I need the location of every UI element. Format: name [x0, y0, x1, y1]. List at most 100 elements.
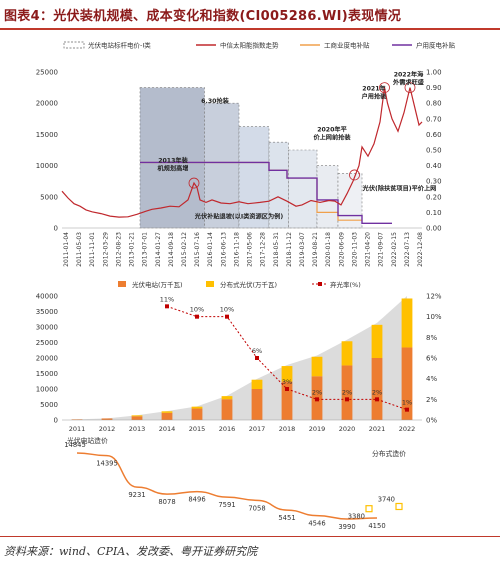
y-right-tick-label: 0.80: [426, 100, 442, 108]
x-tick-label: 2013-01-21: [129, 232, 136, 267]
distributed-cost-point: [365, 505, 373, 513]
utility-cost-label: 14395: [96, 460, 118, 468]
x-tick-label: 2015-02-12: [181, 232, 188, 267]
y-left-tick-label: 0: [54, 417, 58, 425]
x-tick-label: 2016-01-14: [207, 232, 214, 267]
y-right-tick-label: 0.40: [426, 162, 442, 170]
y-right-tick-label: 0.00: [426, 225, 442, 233]
yield-data-label: 6%: [252, 347, 262, 355]
x-category-label: 2021: [369, 425, 386, 433]
x-category-label: 2016: [219, 425, 236, 433]
index-series-line: [61, 87, 423, 218]
total-capacity-area: [77, 296, 407, 420]
highlight-circle: [379, 82, 390, 93]
y-right-tick-label: 0%: [426, 417, 437, 425]
benchmark-price-area: [316, 165, 339, 229]
distributed-bar: [221, 396, 233, 400]
legend-label: 中信太阳能指数走势: [220, 41, 279, 50]
utility-bar: [371, 358, 383, 420]
x-category-label: 2020: [339, 425, 356, 433]
yield-point: [375, 397, 379, 402]
yield-data-label: 11%: [160, 295, 174, 303]
utility-bar: [401, 347, 413, 420]
y-left-tick-label: 35000: [36, 308, 58, 316]
yield-data-label: 2%: [372, 388, 382, 396]
chart-annotation: 2021年: [362, 85, 386, 93]
yield-data-label: 3%: [282, 378, 292, 386]
chart-annotation: 2020年平: [317, 125, 347, 133]
utility-cost-label: 4150: [368, 522, 385, 530]
utility-cost-label: 9231: [128, 491, 145, 499]
yield-data-label: 2%: [312, 388, 322, 396]
benchmark-price-area: [238, 126, 270, 229]
yield-point: [315, 397, 319, 402]
yield-data-label: 10%: [220, 306, 234, 314]
y-right-tick-label: 10%: [426, 313, 442, 321]
y-right-tick-label: 0.20: [426, 193, 442, 201]
chart-annotation: 6.30抢装: [201, 97, 229, 105]
figure-title: 图表4：光伏装机规模、成本变化和指数(CI005286.WI)表现情况: [4, 9, 402, 24]
distributed-bar: [191, 406, 203, 409]
legend-marker: [206, 281, 214, 287]
y-left-tick-label: 15000: [36, 131, 58, 139]
utility-bar: [191, 408, 203, 420]
x-tick-label: 2020-01-18: [325, 232, 332, 267]
y-left-tick-label: 5000: [40, 401, 58, 409]
legend-marker: [318, 282, 322, 286]
distributed-bar: [131, 415, 143, 417]
x-tick-label: 2013-07-01: [142, 232, 149, 267]
x-category-label: 2011: [69, 425, 86, 433]
y-left-tick-label: 10000: [36, 386, 58, 394]
benchmark-price-area: [288, 149, 318, 229]
x-category-label: 2012: [99, 425, 116, 433]
x-category-label: 2018: [279, 425, 296, 433]
distributed-bar: [401, 298, 413, 348]
cost-chart-title: 光伏电站造价: [67, 436, 108, 445]
utility-cost-label: 3990: [338, 523, 355, 531]
chart-annotation: 外需求旺盛: [393, 79, 425, 87]
distributed-bar: [281, 366, 293, 382]
y-right-tick-label: 12%: [426, 293, 442, 301]
distributed-bar: [251, 379, 263, 389]
x-category-label: 2022: [399, 425, 416, 433]
chart-annotation: 价上网前抢装: [313, 133, 351, 141]
utility-bar: [281, 381, 293, 420]
utility-bar: [71, 419, 83, 420]
x-tick-label: 2014-01-27: [155, 232, 162, 267]
x-tick-label: 2022-12-08: [417, 232, 424, 267]
utility-cost-label: 5451: [278, 514, 295, 522]
y-right-tick-label: 4%: [426, 375, 437, 383]
x-tick-label: 2011-05-03: [76, 232, 83, 267]
yield-point: [285, 387, 289, 391]
source-note: 资料来源：wind、CPIA、发改委、粤开证券研究院: [4, 545, 258, 558]
x-tick-label: 2018-11-12: [286, 232, 293, 267]
x-tick-label: 2012-03-29: [102, 232, 109, 267]
y-right-tick-label: 0.60: [426, 131, 442, 139]
chart-annotation: 2022年海: [394, 71, 424, 79]
chart-annotation: 光伏补贴退坡(以Ⅰ类资源区为例): [194, 213, 284, 221]
yield-line: [166, 305, 408, 411]
x-tick-label: 2022-02-15: [391, 232, 398, 267]
distributed-cost-title: 分布式造价: [372, 449, 406, 458]
x-tick-label: 2019-08-21: [312, 232, 319, 267]
y-left-tick-label: 25000: [36, 69, 58, 77]
utility-cost-label: 8496: [188, 496, 205, 504]
x-category-label: 2013: [129, 425, 146, 433]
benchmark-price-area: [268, 141, 289, 229]
utility-bar: [251, 389, 263, 420]
chart-annotation: 户用抢装: [361, 93, 388, 101]
yield-data-label: 2%: [342, 388, 352, 396]
legend-marker: [63, 41, 85, 49]
chart-canvas: 0 5000 10000 15000 20000 25000 0.00 0.10 0.20 0.3…: [36, 41, 456, 531]
y-right-tick-label: 8%: [426, 334, 437, 342]
legend-label: 户用度电补贴: [416, 41, 456, 50]
yield-point: [195, 314, 199, 319]
legend-label: 光伏电站标杆电价-I类: [88, 41, 151, 50]
distributed-cost-point: [395, 502, 403, 511]
figure-title-bar: 图表4：光伏装机规模、成本变化和指数(CI005286.WI)表现情况: [0, 0, 500, 30]
y-right-tick-label: 0.30: [426, 178, 442, 186]
legend-label: 分布式光伏(万千瓦): [220, 280, 277, 289]
utility-bar: [101, 418, 113, 420]
yield-data-label: 10%: [190, 306, 204, 314]
y-left-tick-label: 20000: [36, 355, 58, 363]
